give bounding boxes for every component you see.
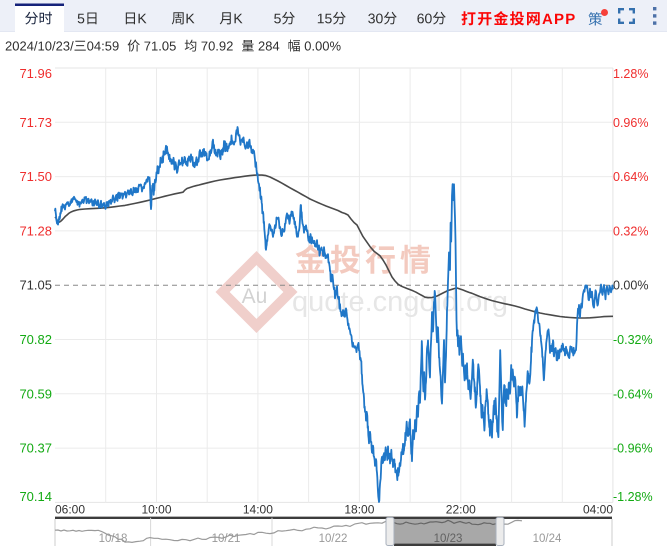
svg-text:10:00: 10:00 [141, 503, 171, 517]
svg-text:-0.96%: -0.96% [613, 442, 653, 456]
svg-text:04:00: 04:00 [583, 503, 613, 517]
svg-text:71.05: 71.05 [19, 278, 52, 293]
svg-text:70.37: 70.37 [19, 441, 52, 456]
svg-text:0.96%: 0.96% [613, 116, 648, 130]
svg-text:10/24: 10/24 [533, 533, 562, 545]
svg-text:71.50: 71.50 [19, 169, 52, 184]
svg-text:quote.cngold.org: quote.cngold.org [292, 286, 508, 318]
svg-text:10/22: 10/22 [319, 533, 348, 545]
svg-text:70.82: 70.82 [19, 332, 52, 347]
svg-text:-0.64%: -0.64% [613, 387, 653, 401]
svg-text:10/23: 10/23 [434, 533, 463, 545]
svg-text:Au: Au [242, 285, 268, 308]
svg-text:0.32%: 0.32% [613, 224, 648, 238]
svg-text:70.59: 70.59 [19, 386, 52, 401]
svg-text:0.64%: 0.64% [613, 170, 648, 184]
svg-text:71.28: 71.28 [19, 223, 52, 238]
svg-text:1.28%: 1.28% [613, 67, 648, 81]
svg-text:10/18: 10/18 [99, 533, 128, 545]
svg-text:18:00: 18:00 [344, 503, 374, 517]
svg-text:71.73: 71.73 [19, 115, 52, 130]
svg-text:-1.28%: -1.28% [613, 490, 653, 504]
svg-text:10/21: 10/21 [212, 533, 241, 545]
svg-text:-0.32%: -0.32% [613, 333, 653, 347]
svg-text:0.00%: 0.00% [613, 279, 648, 293]
svg-text:06:00: 06:00 [55, 503, 85, 517]
svg-text:14:00: 14:00 [243, 503, 273, 517]
svg-text:71.96: 71.96 [19, 66, 52, 81]
svg-text:70.14: 70.14 [19, 489, 52, 504]
svg-text:22:00: 22:00 [446, 503, 476, 517]
